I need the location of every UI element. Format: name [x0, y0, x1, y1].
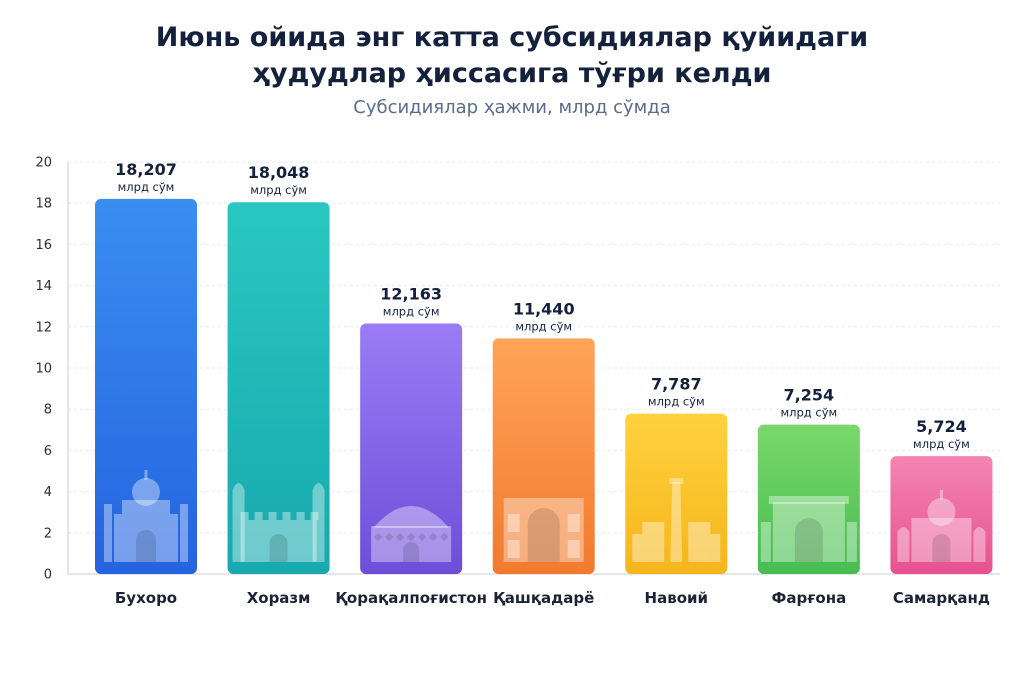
- x-category-label: Бухоро: [115, 589, 177, 607]
- x-category-label: Самарқанд: [893, 589, 990, 607]
- y-tick-label: 4: [44, 485, 52, 500]
- yurt-icon: [371, 506, 452, 562]
- bar-unit-label: млрд сўм: [250, 183, 307, 197]
- bar-value-label: 7,787: [651, 375, 702, 394]
- bar-value-label: 18,048: [248, 163, 310, 182]
- minaret-icon: [632, 478, 721, 562]
- bar-value-label: 18,207: [115, 160, 177, 179]
- bar: [757, 424, 860, 574]
- bar: [625, 413, 728, 574]
- bar-value-label: 11,440: [513, 299, 575, 318]
- chart-title-line-2: ҳудудлар ҳиссасига тўғри келди: [252, 58, 772, 89]
- y-tick-label: 20: [35, 156, 52, 171]
- bar: [890, 456, 993, 574]
- y-tick-label: 14: [35, 279, 52, 294]
- chart-title: Июнь ойида энг катта субсидиялар қуйидаг…: [0, 20, 1024, 92]
- chart-subtitle: Субсидиялар ҳажми, млрд сўмда: [353, 97, 671, 118]
- y-tick-label: 18: [35, 197, 52, 212]
- y-tick-label: 12: [35, 320, 52, 335]
- bar-unit-label: млрд сўм: [118, 180, 175, 194]
- bar: [360, 323, 463, 574]
- fortress-icon: [232, 483, 325, 562]
- chart-title-line-1: Июнь ойида энг катта субсидиялар қуйидаг…: [155, 22, 869, 53]
- x-category-label: Хоразм: [247, 589, 311, 607]
- y-tick-label: 16: [35, 238, 52, 253]
- x-category-label: Фарғона: [772, 589, 847, 607]
- y-tick-label: 0: [44, 568, 52, 583]
- bar-value-label: 12,163: [380, 284, 442, 303]
- bar-unit-label: млрд сўм: [515, 319, 572, 333]
- bar: [227, 202, 330, 575]
- y-tick-label: 8: [44, 403, 52, 418]
- bar-value-label: 5,724: [916, 417, 967, 436]
- bar-unit-label: млрд сўм: [780, 406, 837, 420]
- bar-unit-label: млрд сўм: [383, 304, 440, 318]
- mosque-icon: [104, 470, 188, 562]
- y-tick-label: 2: [44, 526, 52, 541]
- gate-icon: [760, 496, 857, 562]
- bar: [95, 198, 197, 575]
- madrasa-icon: [503, 498, 584, 562]
- y-tick-label: 6: [44, 444, 52, 459]
- y-tick-label: 10: [35, 362, 52, 377]
- bar: [492, 338, 595, 574]
- x-category-label: Қорақалпоғистон: [335, 589, 487, 607]
- x-category-label: Қашқадарё: [493, 589, 594, 607]
- bar-unit-label: млрд сўм: [913, 437, 970, 451]
- bar-unit-label: млрд сўм: [648, 395, 705, 409]
- x-category-label: Навоий: [645, 589, 709, 607]
- mausoleum-icon: [897, 490, 986, 562]
- bar-value-label: 7,254: [784, 386, 835, 405]
